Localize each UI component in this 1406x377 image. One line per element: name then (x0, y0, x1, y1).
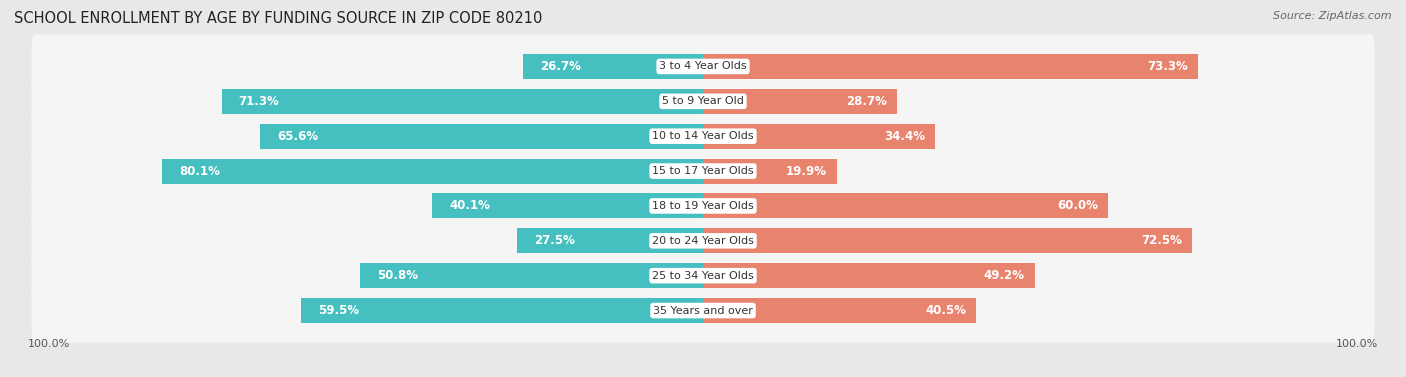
Bar (260, 124, 703, 149)
Text: 100.0%: 100.0% (28, 339, 70, 349)
Bar (703, 158, 838, 184)
FancyBboxPatch shape (31, 69, 1375, 133)
Bar (703, 89, 897, 114)
Text: Source: ZipAtlas.com: Source: ZipAtlas.com (1274, 11, 1392, 21)
Text: 40.5%: 40.5% (925, 304, 966, 317)
Bar (703, 298, 976, 323)
FancyBboxPatch shape (31, 34, 1375, 98)
Bar (703, 124, 935, 149)
Bar (301, 298, 703, 323)
Text: 40.1%: 40.1% (450, 199, 491, 212)
Text: 50.8%: 50.8% (377, 269, 418, 282)
Bar (703, 263, 1035, 288)
Text: 35 Years and over: 35 Years and over (652, 305, 754, 316)
Text: SCHOOL ENROLLMENT BY AGE BY FUNDING SOURCE IN ZIP CODE 80210: SCHOOL ENROLLMENT BY AGE BY FUNDING SOUR… (14, 11, 543, 26)
Bar (703, 228, 1192, 253)
Text: 34.4%: 34.4% (884, 130, 925, 143)
Text: 28.7%: 28.7% (845, 95, 887, 108)
Bar (163, 158, 703, 184)
Text: 3 to 4 Year Olds: 3 to 4 Year Olds (659, 61, 747, 72)
Text: 5 to 9 Year Old: 5 to 9 Year Old (662, 96, 744, 106)
Bar (222, 89, 703, 114)
Text: 19.9%: 19.9% (786, 165, 827, 178)
Text: 26.7%: 26.7% (540, 60, 581, 73)
Text: 73.3%: 73.3% (1147, 60, 1188, 73)
Text: 25 to 34 Year Olds: 25 to 34 Year Olds (652, 271, 754, 281)
Text: 100.0%: 100.0% (1336, 339, 1378, 349)
Text: 71.3%: 71.3% (239, 95, 280, 108)
Bar (703, 193, 1108, 219)
FancyBboxPatch shape (31, 139, 1375, 203)
FancyBboxPatch shape (31, 279, 1375, 343)
Bar (360, 263, 703, 288)
Text: 15 to 17 Year Olds: 15 to 17 Year Olds (652, 166, 754, 176)
FancyBboxPatch shape (31, 174, 1375, 238)
Text: 72.5%: 72.5% (1142, 234, 1182, 247)
Bar (517, 228, 703, 253)
Bar (523, 54, 703, 79)
Bar (433, 193, 703, 219)
FancyBboxPatch shape (31, 104, 1375, 168)
Text: 80.1%: 80.1% (180, 165, 221, 178)
Text: 65.6%: 65.6% (277, 130, 318, 143)
Text: 10 to 14 Year Olds: 10 to 14 Year Olds (652, 131, 754, 141)
Text: 59.5%: 59.5% (318, 304, 360, 317)
Text: 18 to 19 Year Olds: 18 to 19 Year Olds (652, 201, 754, 211)
Text: 60.0%: 60.0% (1057, 199, 1098, 212)
Text: 27.5%: 27.5% (534, 234, 575, 247)
FancyBboxPatch shape (31, 244, 1375, 308)
Bar (703, 54, 1198, 79)
Text: 20 to 24 Year Olds: 20 to 24 Year Olds (652, 236, 754, 246)
Text: 49.2%: 49.2% (984, 269, 1025, 282)
FancyBboxPatch shape (31, 209, 1375, 273)
